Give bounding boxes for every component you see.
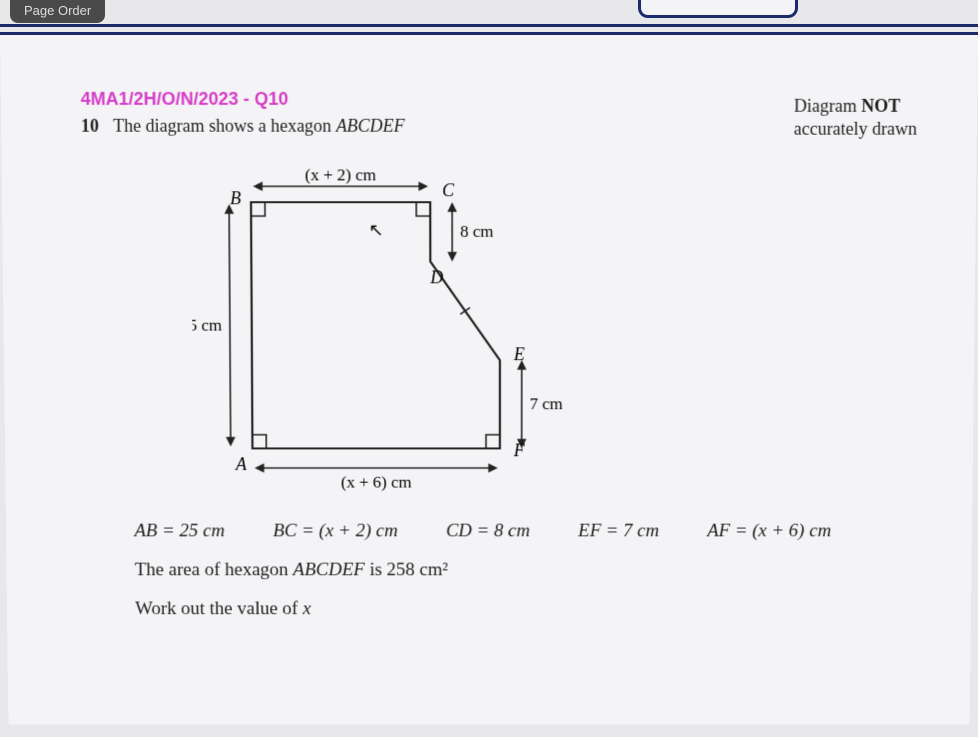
given-CD: CD = 8 cm (446, 512, 530, 551)
given-AB: AB = 25 cm (134, 512, 225, 551)
given-area: The area of hexagon ABCDEF is 258 cm² (135, 551, 913, 590)
svg-text:(x + 2) cm: (x + 2) cm (305, 165, 376, 184)
page-content: 4MA1/2H/O/N/2023 - Q10 10 The diagram sh… (0, 35, 978, 725)
svg-text:D: D (429, 267, 443, 287)
question-number: 10 (81, 116, 99, 136)
page-order-tab[interactable]: Page Order (10, 0, 105, 23)
note-line-2: accurately drawn (794, 119, 917, 139)
hexagon-diagram: 25 cm (x + 2) cm 8 cm 7 cm (x + 6) cm A B C D E F ↖ (191, 143, 610, 512)
svg-text:7 cm: 7 cm (530, 395, 563, 414)
svg-text:(x + 6) cm: (x + 6) cm (341, 473, 412, 492)
given-task: Work out the value of x (135, 590, 912, 629)
question-text: The diagram shows a hexagon ABCDEF (113, 116, 405, 136)
svg-text:E: E (513, 344, 525, 364)
given-EF: EF = 7 cm (578, 512, 659, 551)
svg-text:F: F (513, 441, 526, 461)
note-line-1: Diagram NOT (794, 96, 900, 116)
question-reference: 4MA1/2H/O/N/2023 - Q10 (81, 89, 918, 110)
given-row-1: AB = 25 cm BC = (x + 2) cm CD = 8 cm EF … (134, 512, 913, 551)
question-line: 10 The diagram shows a hexagon ABCDEF (81, 116, 917, 137)
svg-text:25 cm: 25 cm (191, 316, 222, 335)
svg-text:↖: ↖ (369, 220, 384, 240)
diagram-accuracy-note: Diagram NOT accurately drawn (794, 95, 918, 142)
top-clip (638, 0, 798, 18)
svg-text:8 cm: 8 cm (460, 222, 493, 241)
given-AF: AF = (x + 6) cm (707, 512, 831, 551)
svg-text:B: B (230, 188, 241, 208)
rule-outer (0, 24, 978, 27)
svg-text:C: C (442, 180, 455, 200)
given-info: AB = 25 cm BC = (x + 2) cm CD = 8 cm EF … (134, 512, 913, 628)
svg-text:A: A (235, 454, 248, 474)
given-BC: BC = (x + 2) cm (273, 512, 398, 551)
